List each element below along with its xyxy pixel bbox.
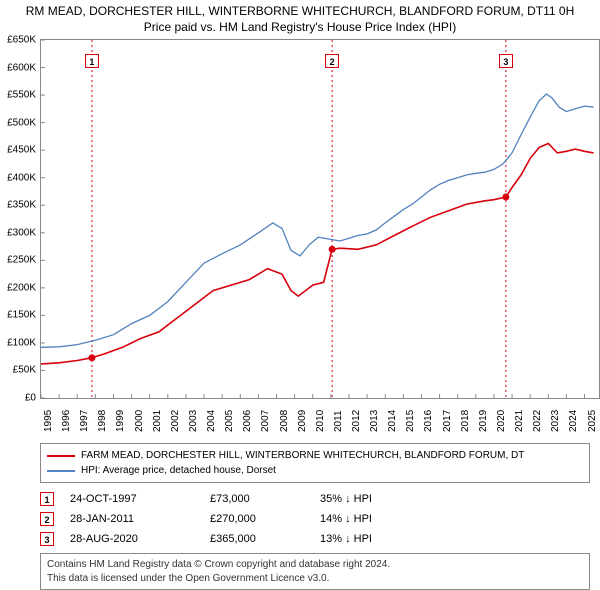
- x-tick-label: 2006: [242, 410, 253, 432]
- legend-item: HPI: Average price, detached house, Dors…: [47, 463, 583, 478]
- x-tick-label: 1999: [115, 410, 126, 432]
- x-tick-label: 2014: [387, 410, 398, 432]
- x-tick-label: 2022: [532, 410, 543, 432]
- title-line-2: Price paid vs. HM Land Registry's House …: [8, 20, 592, 36]
- x-tick-label: 2012: [351, 410, 362, 432]
- annotation-date: 28-AUG-2020: [70, 533, 210, 545]
- y-axis: £0£50K£100K£150K£200K£250K£300K£350K£400…: [0, 40, 38, 400]
- legend-label: FARM MEAD, DORCHESTER HILL, WINTERBORNE …: [81, 448, 524, 463]
- y-tick-label: £250K: [7, 255, 36, 266]
- legend-item: FARM MEAD, DORCHESTER HILL, WINTERBORNE …: [47, 448, 583, 463]
- annotation-diff: 14% ↓ HPI: [320, 513, 372, 525]
- y-tick-label: £300K: [7, 227, 36, 238]
- x-tick-label: 2018: [460, 410, 471, 432]
- footer-line-1: Contains HM Land Registry data © Crown c…: [47, 558, 583, 572]
- footer-line-2: This data is licensed under the Open Gov…: [47, 572, 583, 586]
- x-tick-label: 2021: [514, 410, 525, 432]
- chart-svg: [41, 40, 599, 398]
- annotation-number-box: 2: [40, 512, 54, 526]
- x-tick-label: 2002: [170, 410, 181, 432]
- x-tick-label: 2025: [587, 410, 598, 432]
- x-tick-label: 2005: [224, 410, 235, 432]
- y-tick-label: £500K: [7, 117, 36, 128]
- y-tick-label: £100K: [7, 337, 36, 348]
- marker-dot: [502, 194, 509, 201]
- x-axis: 1995 1996 1997 1998 1999 2000 2001 2002 2003 2004…: [40, 400, 600, 440]
- annotation-number-box: 1: [40, 492, 54, 506]
- y-tick-label: £650K: [7, 35, 36, 46]
- y-tick-label: £450K: [7, 145, 36, 156]
- x-tick-label: 1998: [97, 410, 108, 432]
- x-tick-label: 2010: [315, 410, 326, 432]
- x-tick-label: 2020: [496, 410, 507, 432]
- x-tick-label: 2011: [333, 410, 344, 432]
- series-blue: [41, 94, 594, 347]
- x-tick-label: 2004: [206, 410, 217, 432]
- x-tick-label: 1997: [79, 410, 90, 432]
- title-line-1: RM MEAD, DORCHESTER HILL, WINTERBORNE WH…: [8, 4, 592, 20]
- y-tick-label: £0: [25, 393, 36, 404]
- annotation-diff: 35% ↓ HPI: [320, 493, 372, 505]
- x-tick-label: 2019: [478, 410, 489, 432]
- marker-box: 2: [325, 54, 339, 68]
- legend-swatch: [47, 455, 75, 457]
- legend-swatch: [47, 470, 75, 472]
- x-tick-label: 2001: [152, 410, 163, 432]
- marker-dot: [88, 354, 95, 361]
- annotation-row: 1 24-OCT-1997£73,00035% ↓ HPI: [40, 489, 590, 509]
- annotation-price: £365,000: [210, 533, 320, 545]
- series-red: [41, 144, 594, 364]
- annotation-row: 3 28-AUG-2020£365,00013% ↓ HPI: [40, 529, 590, 549]
- marker-box: 1: [85, 54, 99, 68]
- x-tick-label: 2007: [260, 410, 271, 432]
- annotation-table: 1 24-OCT-1997£73,00035% ↓ HPI 2 28-JAN-2011…: [40, 489, 590, 549]
- annotation-date: 24-OCT-1997: [70, 493, 210, 505]
- x-tick-label: 2017: [442, 410, 453, 432]
- annotation-date: 28-JAN-2011: [70, 513, 210, 525]
- y-tick-label: £350K: [7, 200, 36, 211]
- chart-plot-area: 1 2 3: [40, 39, 600, 399]
- y-tick-label: £200K: [7, 282, 36, 293]
- legend: FARM MEAD, DORCHESTER HILL, WINTERBORNE …: [40, 443, 590, 483]
- x-tick-label: 2016: [423, 410, 434, 432]
- chart-title: RM MEAD, DORCHESTER HILL, WINTERBORNE WH…: [0, 0, 600, 37]
- annotation-row: 2 28-JAN-2011£270,00014% ↓ HPI: [40, 509, 590, 529]
- x-tick-label: 2023: [550, 410, 561, 432]
- y-tick-label: £600K: [7, 62, 36, 73]
- x-tick-label: 1996: [61, 410, 72, 432]
- marker-box: 3: [499, 54, 513, 68]
- annotation-diff: 13% ↓ HPI: [320, 533, 372, 545]
- annotation-price: £73,000: [210, 493, 320, 505]
- x-tick-label: 2008: [279, 410, 290, 432]
- y-tick-label: £550K: [7, 90, 36, 101]
- legend-label: HPI: Average price, detached house, Dors…: [81, 463, 276, 478]
- x-tick-label: 2000: [134, 410, 145, 432]
- x-tick-label: 2024: [568, 410, 579, 432]
- footer-attribution: Contains HM Land Registry data © Crown c…: [40, 553, 590, 590]
- y-tick-label: £400K: [7, 172, 36, 183]
- x-tick-label: 1995: [43, 410, 54, 432]
- x-tick-label: 2013: [369, 410, 380, 432]
- marker-dot: [329, 246, 336, 253]
- x-tick-label: 2009: [297, 410, 308, 432]
- y-tick-label: £150K: [7, 310, 36, 321]
- x-tick-label: 2003: [188, 410, 199, 432]
- x-tick-label: 2015: [405, 410, 416, 432]
- annotation-price: £270,000: [210, 513, 320, 525]
- y-tick-label: £50K: [13, 365, 36, 376]
- annotation-number-box: 3: [40, 532, 54, 546]
